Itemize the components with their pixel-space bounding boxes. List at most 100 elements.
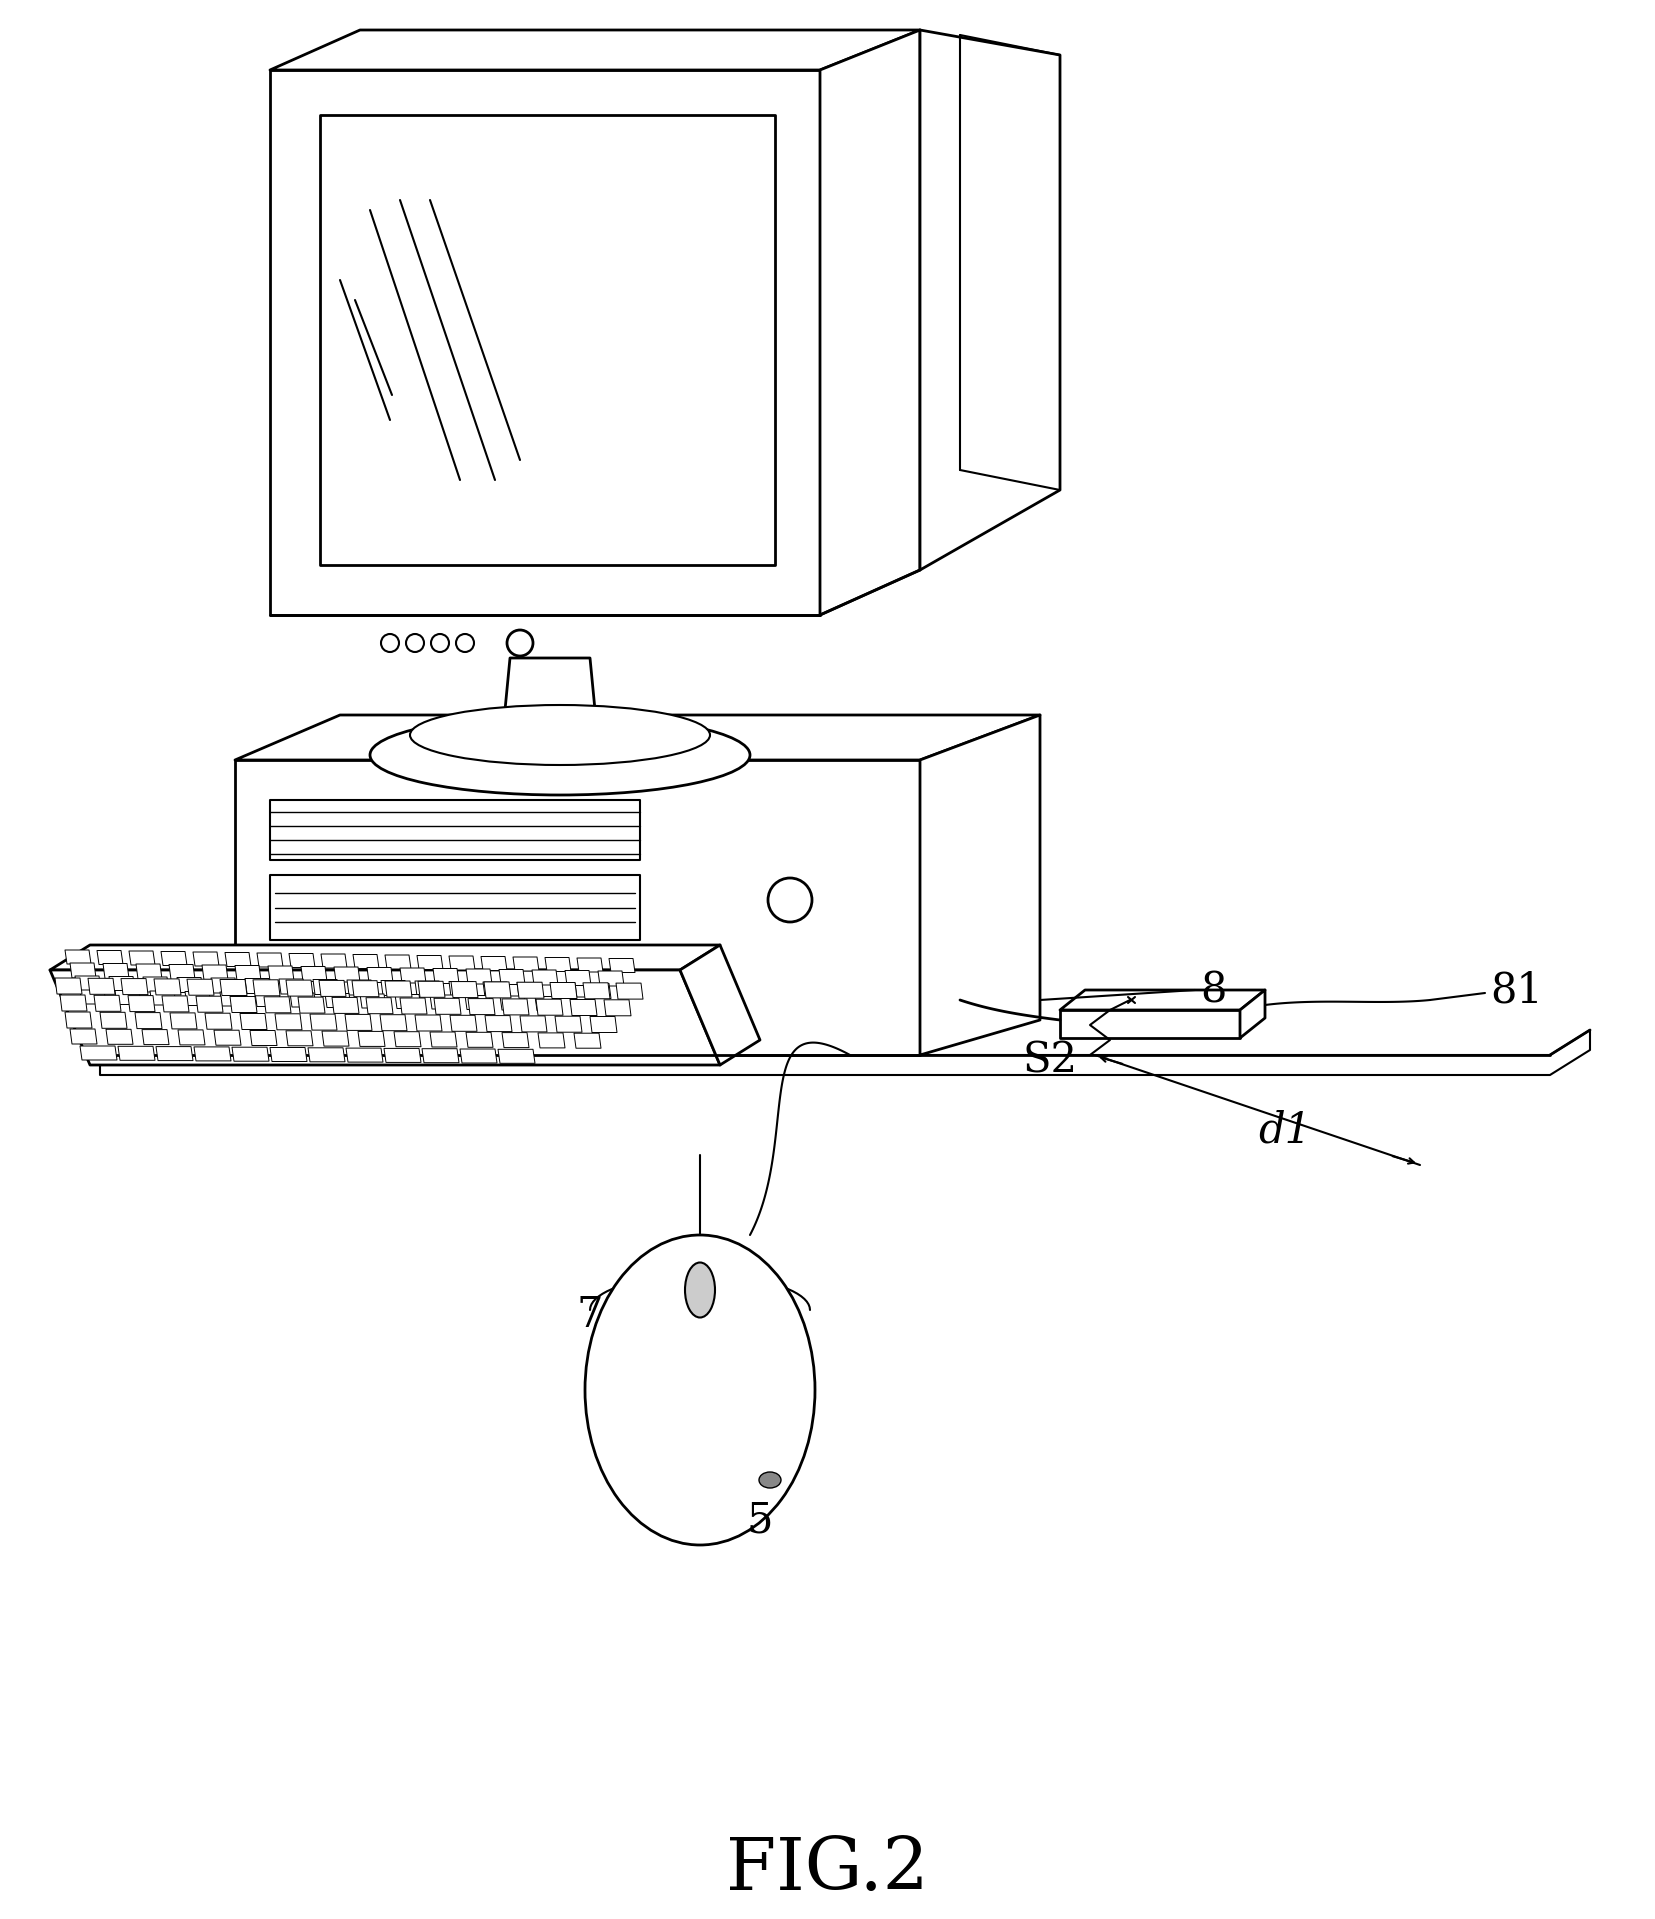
Polygon shape <box>235 965 261 981</box>
Polygon shape <box>60 994 88 1011</box>
Polygon shape <box>79 1046 118 1059</box>
Polygon shape <box>366 998 392 1013</box>
Polygon shape <box>1059 1009 1240 1038</box>
Polygon shape <box>452 983 478 998</box>
Polygon shape <box>286 981 313 996</box>
Polygon shape <box>401 967 425 983</box>
Polygon shape <box>544 958 571 971</box>
Polygon shape <box>50 969 720 1065</box>
Polygon shape <box>467 969 492 984</box>
Polygon shape <box>202 965 228 981</box>
Polygon shape <box>170 1013 197 1029</box>
Polygon shape <box>88 979 114 994</box>
Polygon shape <box>564 971 591 986</box>
Polygon shape <box>353 981 379 996</box>
Polygon shape <box>415 1015 442 1031</box>
Polygon shape <box>136 1013 162 1029</box>
Polygon shape <box>275 1013 301 1031</box>
Polygon shape <box>569 1000 597 1015</box>
Polygon shape <box>516 983 543 998</box>
Polygon shape <box>415 981 440 996</box>
Polygon shape <box>583 983 611 998</box>
Polygon shape <box>460 1050 496 1063</box>
Text: 7: 7 <box>576 1293 604 1336</box>
Polygon shape <box>65 950 91 963</box>
Ellipse shape <box>760 1472 781 1487</box>
Polygon shape <box>501 1000 530 1015</box>
Polygon shape <box>74 977 101 990</box>
Polygon shape <box>394 1032 420 1046</box>
Polygon shape <box>513 958 540 971</box>
Polygon shape <box>94 996 121 1011</box>
Polygon shape <box>485 1015 511 1032</box>
Polygon shape <box>195 996 223 1011</box>
Polygon shape <box>118 1046 156 1061</box>
Polygon shape <box>551 983 578 998</box>
Polygon shape <box>353 954 379 969</box>
Polygon shape <box>344 1015 372 1031</box>
Polygon shape <box>232 1048 270 1061</box>
Polygon shape <box>1059 990 1264 1009</box>
Polygon shape <box>319 115 775 564</box>
Text: 8: 8 <box>1200 969 1226 1011</box>
Polygon shape <box>250 1031 276 1046</box>
Polygon shape <box>106 1029 132 1044</box>
Polygon shape <box>569 998 596 1011</box>
Polygon shape <box>434 998 462 1015</box>
Polygon shape <box>161 952 187 965</box>
Polygon shape <box>79 990 106 1004</box>
Polygon shape <box>450 1015 477 1031</box>
Polygon shape <box>235 716 1039 760</box>
Polygon shape <box>386 981 412 998</box>
Polygon shape <box>531 969 558 984</box>
Text: S2: S2 <box>1023 1038 1077 1080</box>
Polygon shape <box>483 983 510 998</box>
Polygon shape <box>468 998 495 1015</box>
Polygon shape <box>240 1013 266 1029</box>
Polygon shape <box>50 944 720 969</box>
Ellipse shape <box>685 1263 715 1318</box>
Text: FIG.2: FIG.2 <box>727 1835 928 1906</box>
Polygon shape <box>1240 990 1264 1038</box>
Polygon shape <box>142 977 169 992</box>
Polygon shape <box>280 979 305 994</box>
Polygon shape <box>156 1046 194 1061</box>
Polygon shape <box>430 994 457 1009</box>
Polygon shape <box>213 1031 242 1046</box>
Polygon shape <box>384 1048 420 1063</box>
Polygon shape <box>578 958 602 973</box>
Polygon shape <box>501 1032 530 1048</box>
Polygon shape <box>396 994 420 1009</box>
Polygon shape <box>298 998 324 1013</box>
Polygon shape <box>505 658 596 710</box>
Polygon shape <box>177 977 204 992</box>
Polygon shape <box>114 990 141 1004</box>
Polygon shape <box>498 1050 535 1063</box>
Polygon shape <box>257 954 283 967</box>
Polygon shape <box>255 992 281 1006</box>
Polygon shape <box>185 992 210 1006</box>
Polygon shape <box>381 981 407 996</box>
Polygon shape <box>210 979 237 992</box>
Polygon shape <box>70 963 96 979</box>
Polygon shape <box>270 800 640 860</box>
Polygon shape <box>449 981 475 996</box>
Polygon shape <box>434 969 458 984</box>
Polygon shape <box>321 954 348 967</box>
Polygon shape <box>920 716 1039 1055</box>
Polygon shape <box>220 979 247 996</box>
Polygon shape <box>549 983 578 998</box>
Polygon shape <box>162 996 189 1011</box>
Ellipse shape <box>584 1236 814 1545</box>
Polygon shape <box>467 1032 493 1048</box>
Polygon shape <box>449 956 475 969</box>
Polygon shape <box>230 996 257 1013</box>
Text: 5: 5 <box>746 1499 773 1541</box>
Polygon shape <box>417 956 444 969</box>
Polygon shape <box>536 1000 563 1015</box>
Polygon shape <box>333 998 359 1013</box>
Polygon shape <box>253 981 280 996</box>
Polygon shape <box>465 996 492 1009</box>
Polygon shape <box>616 983 644 1000</box>
Polygon shape <box>301 967 328 981</box>
